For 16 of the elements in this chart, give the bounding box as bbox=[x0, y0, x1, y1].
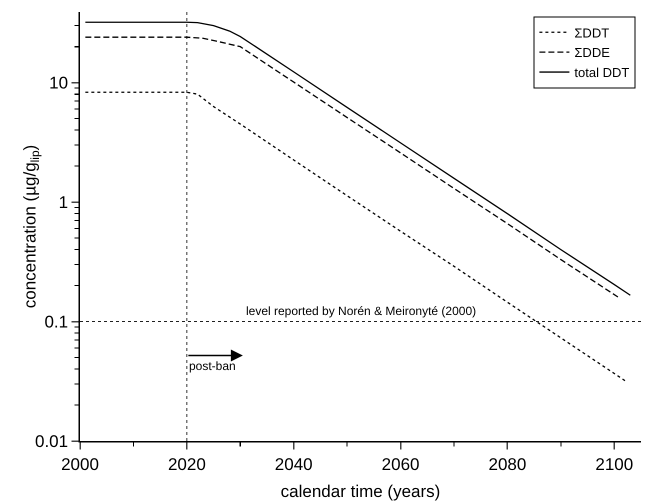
x-tick-label: 2040 bbox=[274, 454, 313, 474]
y-tick-label: 1 bbox=[58, 193, 68, 212]
ref-line-label: level reported by Norén & Meironyté (2000) bbox=[246, 304, 476, 318]
x-tick-label: 2020 bbox=[168, 454, 206, 474]
y-tick-label: 0.1 bbox=[44, 312, 68, 332]
legend-label: ΣDDT bbox=[574, 25, 610, 40]
x-tick-label: 2060 bbox=[382, 454, 420, 474]
x-axis-title: calendar time (years) bbox=[280, 482, 440, 501]
annotation: post-ban bbox=[189, 359, 236, 373]
x-tick-label: 2100 bbox=[595, 454, 634, 474]
x-tick-label: 2000 bbox=[61, 454, 99, 474]
x-tick-label: 2080 bbox=[488, 454, 526, 474]
y-tick-label: 10 bbox=[49, 74, 68, 93]
legend-label: ΣDDE bbox=[574, 45, 610, 60]
y-tick-label: 0.01 bbox=[35, 432, 68, 451]
legend-label: total DDT bbox=[574, 65, 630, 80]
